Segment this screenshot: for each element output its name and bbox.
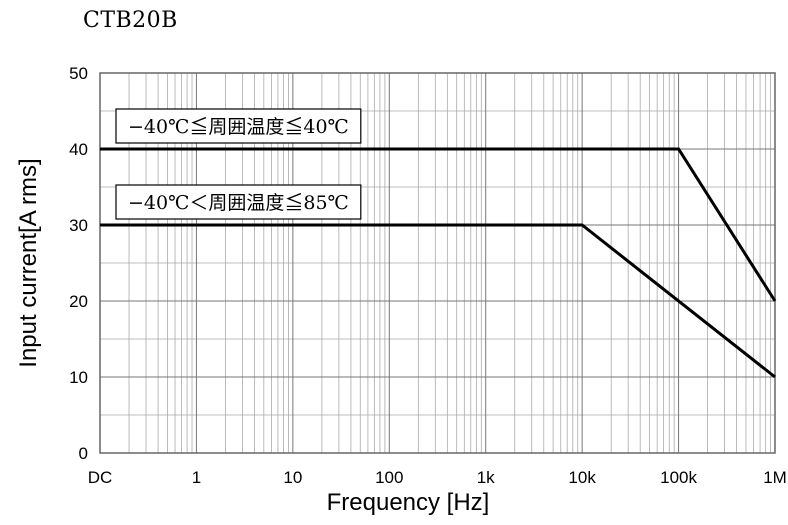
x-axis-label: Frequency [Hz]	[327, 489, 490, 516]
x-tick-label: 1k	[477, 468, 495, 487]
plot-area	[99, 72, 776, 454]
legend-label: −40℃＜周囲温度≦85℃	[128, 192, 349, 214]
series-layer	[100, 147, 777, 379]
y-tick-label: 10	[69, 368, 88, 387]
series-line-1	[100, 147, 777, 302]
legend-box	[115, 108, 362, 144]
y-tick-label: 50	[69, 64, 88, 83]
y-tick-labels: 0 10 20 30 40 50	[69, 64, 88, 463]
y-tick-label: 30	[69, 216, 88, 235]
x-tick-label: DC	[88, 468, 113, 487]
x-tick-label: 10k	[568, 468, 596, 487]
x-tick-labels: DC 1 10 100 1k 10k 100k 1M	[88, 468, 787, 487]
x-tick-label: 10	[283, 468, 302, 487]
y-axis-label: Input current[A rms]	[15, 158, 42, 367]
y-tick-label: 40	[69, 140, 88, 159]
legend-label: −40℃≦周囲温度≦40℃	[128, 116, 349, 138]
x-tick-label: 100	[375, 468, 403, 487]
x-tick-label: 1M	[763, 468, 787, 487]
x-tick-label: 100k	[660, 468, 697, 487]
chart-title: CTB20B	[83, 8, 178, 33]
legend-item-1: −40℃≦周囲温度≦40℃	[115, 108, 362, 144]
legend-item-2: −40℃＜周囲温度≦85℃	[115, 184, 362, 220]
series-line-2	[100, 223, 776, 379]
legend-layer: −40℃≦周囲温度≦40℃ −40℃＜周囲温度≦85℃	[115, 108, 362, 220]
x-tick-label: 1	[192, 468, 201, 487]
legend-box	[115, 184, 362, 220]
y-tick-label: 0	[79, 444, 88, 463]
y-tick-label: 20	[69, 292, 88, 311]
